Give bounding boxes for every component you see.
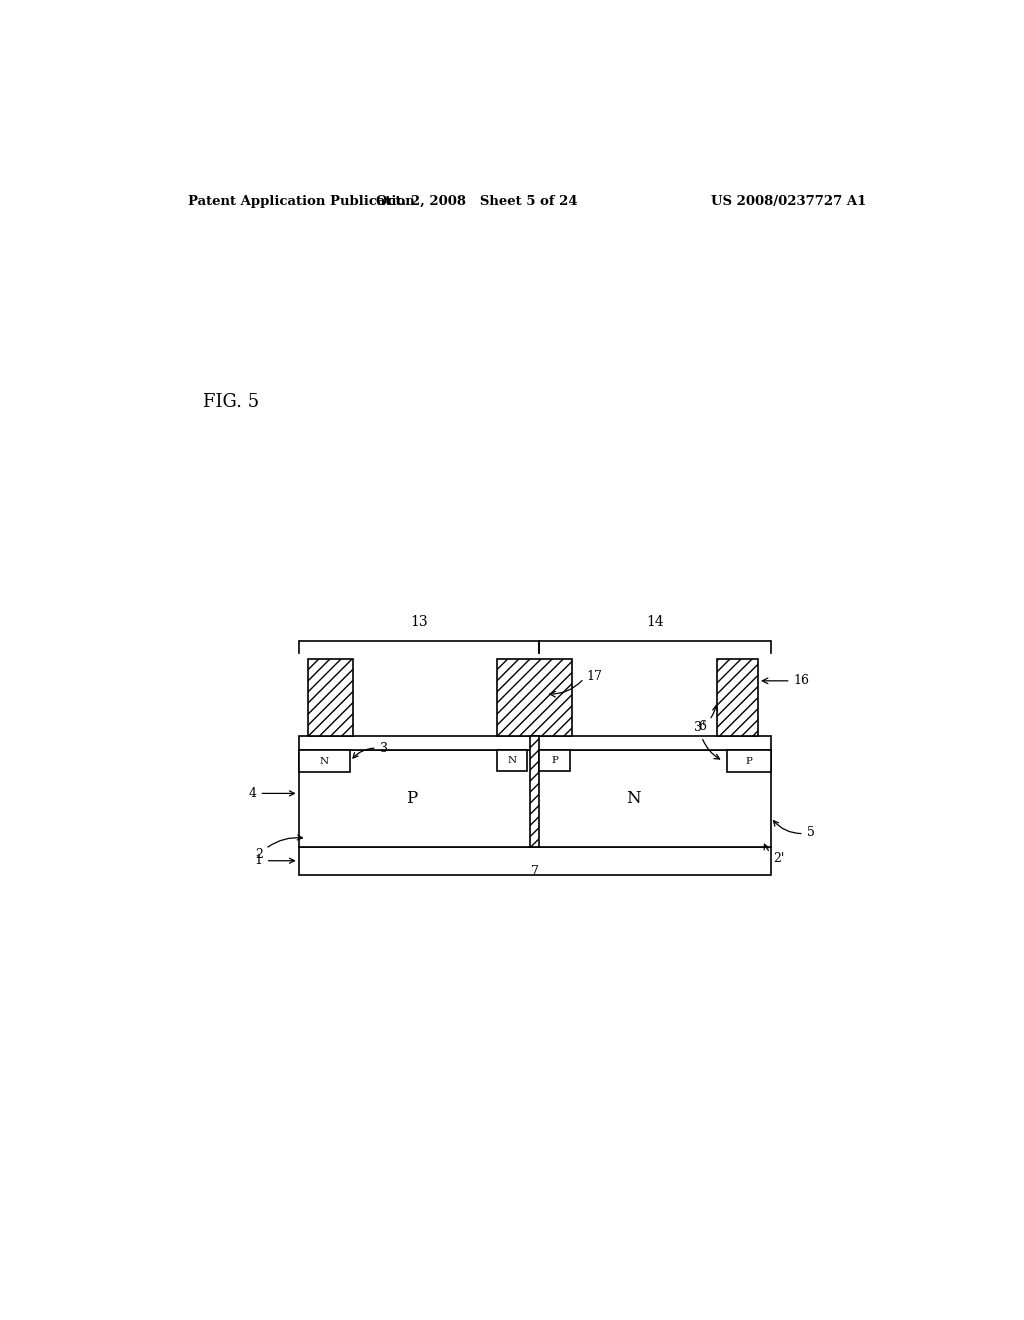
Text: 5: 5 <box>773 821 814 840</box>
Text: 6: 6 <box>698 705 718 734</box>
Bar <box>299 750 535 846</box>
Text: Patent Application Publication: Patent Application Publication <box>187 194 415 207</box>
Text: 17: 17 <box>587 669 602 682</box>
Bar <box>299 735 771 750</box>
Text: US 2008/0237727 A1: US 2008/0237727 A1 <box>711 194 866 207</box>
Bar <box>308 660 353 735</box>
Text: FIG. 5: FIG. 5 <box>204 393 259 412</box>
Text: 14: 14 <box>646 615 664 630</box>
Bar <box>299 750 350 772</box>
Text: 13: 13 <box>410 615 427 630</box>
Bar <box>530 735 540 846</box>
Text: 1: 1 <box>255 854 295 867</box>
Bar <box>535 750 771 846</box>
Text: N: N <box>319 756 329 766</box>
Text: P: P <box>551 756 558 766</box>
Text: N: N <box>507 756 516 766</box>
Bar <box>727 750 771 772</box>
Text: 3': 3' <box>693 721 720 759</box>
Text: 2: 2 <box>255 836 302 861</box>
Text: P: P <box>745 756 753 766</box>
Text: Oct. 2, 2008   Sheet 5 of 24: Oct. 2, 2008 Sheet 5 of 24 <box>377 194 578 207</box>
Text: 7: 7 <box>530 865 539 878</box>
Bar <box>497 660 572 735</box>
Text: 16: 16 <box>793 675 809 688</box>
Text: P: P <box>407 789 418 807</box>
Text: 2': 2' <box>764 845 784 865</box>
Bar <box>299 846 771 875</box>
Text: 3: 3 <box>353 742 387 758</box>
Bar <box>717 660 758 735</box>
Bar <box>540 750 569 771</box>
Bar <box>497 750 526 771</box>
Text: 4: 4 <box>249 787 295 800</box>
Text: N: N <box>627 789 641 807</box>
